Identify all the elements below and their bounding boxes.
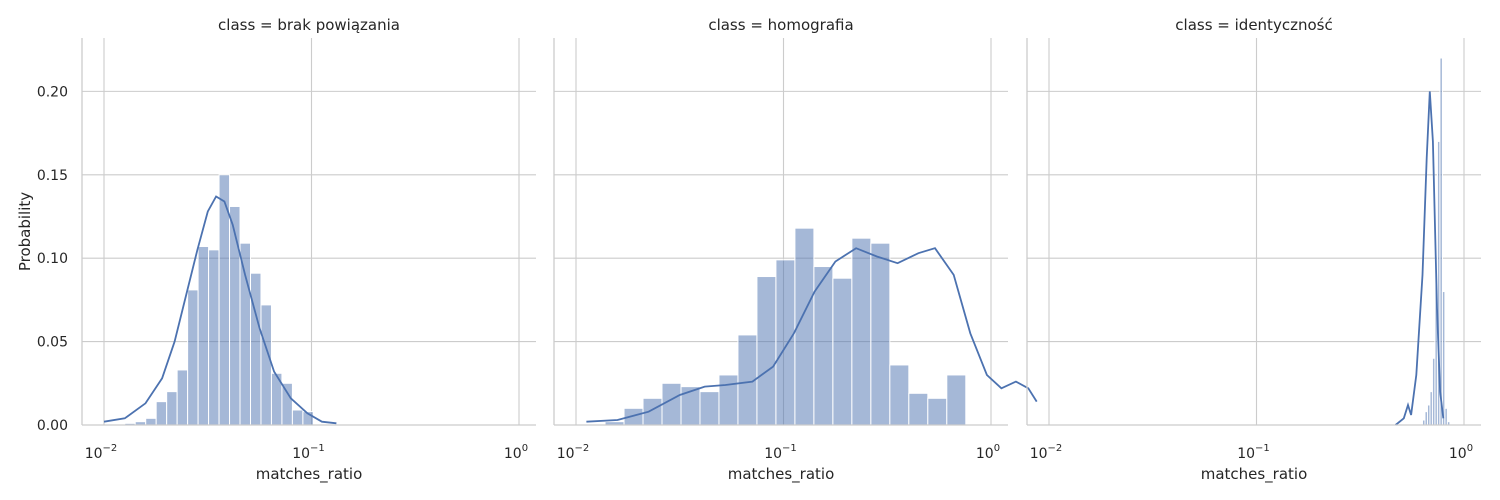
histogram-bar <box>832 277 853 426</box>
histogram-bar <box>291 409 304 426</box>
panel-title: class = brak powiązania <box>218 16 400 34</box>
y-tick-label: 0.10 <box>37 251 68 267</box>
facet-panel: 10−2 10−1 100 matches_ratio class = identycz… <box>1026 16 1481 484</box>
histogram-bar <box>239 242 251 426</box>
histogram-bar <box>870 242 891 426</box>
histogram-bar <box>775 259 796 426</box>
histogram-bar <box>197 246 210 426</box>
histogram-bar <box>260 304 272 426</box>
histogram-bar <box>176 369 189 426</box>
histogram-bar <box>249 272 262 426</box>
facet-panel: 10−2 10−1 100 matches_ratio class = homograf… <box>553 16 1038 484</box>
x-tick-label: 10−1 <box>764 443 797 462</box>
histogram-bar <box>756 276 777 426</box>
y-axis-title: Probability <box>16 192 34 271</box>
x-tick-label: 100 <box>976 443 1000 462</box>
histogram-bar <box>281 382 293 426</box>
histogram-bar <box>699 391 720 426</box>
histogram-bar <box>145 417 157 426</box>
histogram-bar <box>208 249 220 426</box>
x-axis-title: matches_ratio <box>1201 465 1308 484</box>
y-tick-label: 0.05 <box>37 335 68 351</box>
histogram-bar <box>946 374 967 426</box>
x-tick-label: 10−1 <box>292 443 325 462</box>
kde-curve <box>586 247 1038 423</box>
x-axis-title: matches_ratio <box>256 465 363 484</box>
histogram-bar <box>680 386 701 426</box>
histogram-bar <box>155 401 168 426</box>
histogram-bar <box>927 397 948 426</box>
x-tick-label: 100 <box>1449 443 1473 462</box>
x-tick-label: 10−2 <box>1030 443 1063 462</box>
histogram-bar <box>889 364 910 426</box>
histogram-bar <box>1441 291 1446 426</box>
x-tick-label: 10−2 <box>85 443 118 462</box>
x-axis-title: matches_ratio <box>728 465 835 484</box>
histogram-bar <box>661 382 682 426</box>
panel-title: class = homografia <box>708 16 853 34</box>
kde-curve <box>1394 91 1445 426</box>
y-tick-label: 0.00 <box>37 418 68 434</box>
y-tick-label: 0.15 <box>37 168 68 184</box>
histogram-bar <box>851 237 872 426</box>
histogram-bar <box>187 289 199 426</box>
kde-curve <box>103 195 337 425</box>
x-tick-label: 100 <box>504 443 528 462</box>
x-tick-label: 10−1 <box>1237 443 1270 462</box>
histogram-bar <box>813 266 834 426</box>
histogram-bar <box>229 205 241 426</box>
histogram-bar <box>166 391 178 426</box>
panel-title: class = identyczność <box>1175 16 1332 34</box>
y-tick-label: 0.20 <box>37 84 68 100</box>
facet-panel: 10−2 10−1 100 0.00 0.05 0.10 0.15 0.20 Probabili… <box>16 16 536 484</box>
x-tick-label: 10−2 <box>557 443 590 462</box>
histogram-bar <box>718 374 739 426</box>
histogram-bar <box>908 392 929 426</box>
